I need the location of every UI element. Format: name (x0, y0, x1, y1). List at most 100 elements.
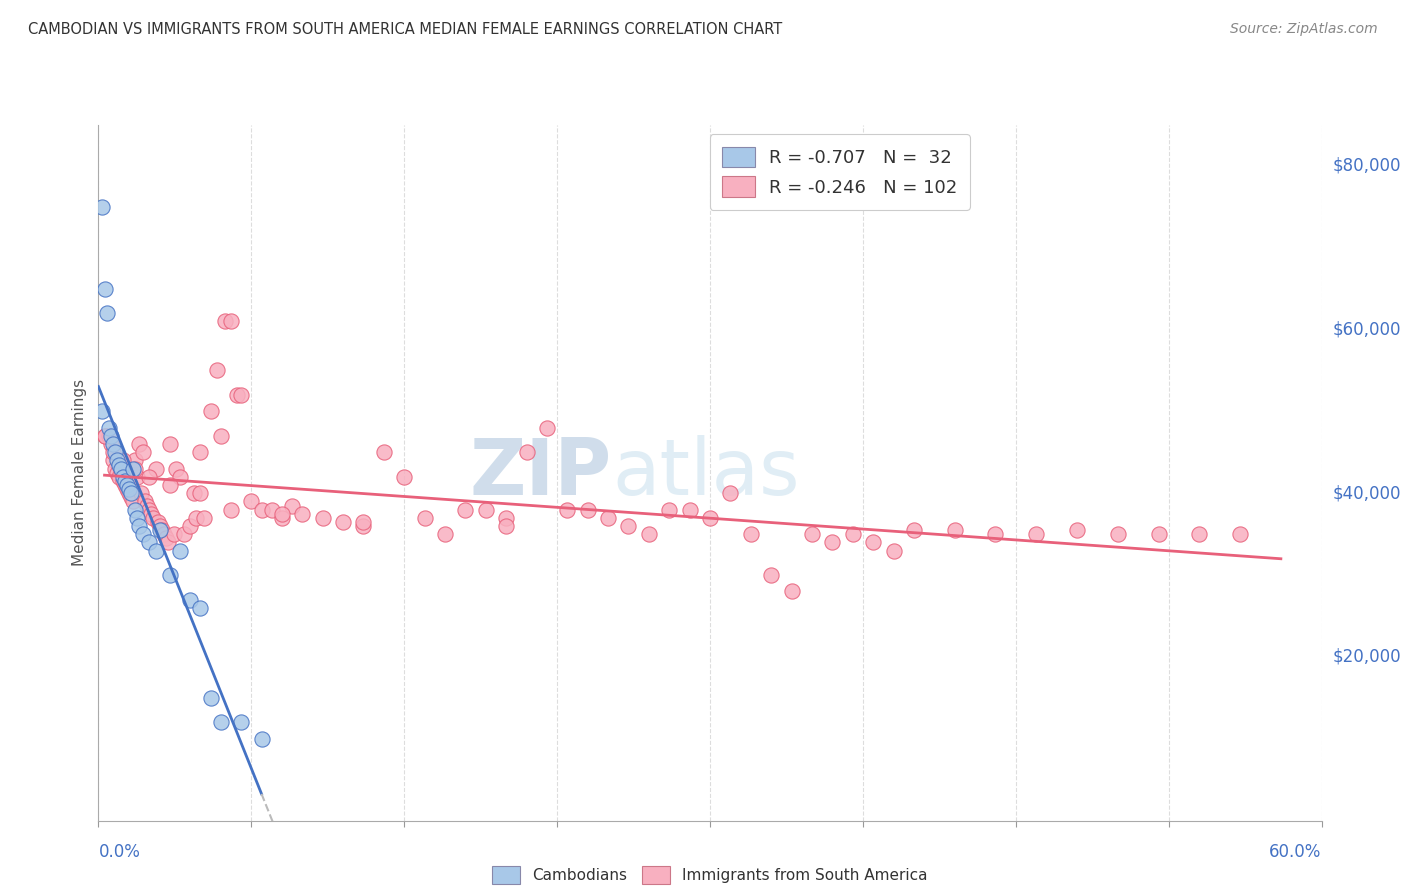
Point (250, 502, 273, 516)
Point (118, 482, 141, 496)
Point (841, 527, 863, 541)
Point (91, 404, 114, 418)
Point (291, 507, 314, 521)
Point (114, 478, 136, 492)
Point (188, 600, 212, 615)
Point (128, 519, 150, 533)
Text: atlas: atlas (612, 434, 800, 511)
Point (903, 523, 925, 537)
Point (231, 388, 253, 402)
Point (332, 515, 354, 529)
Point (97, 429, 120, 443)
Point (163, 527, 186, 541)
Point (260, 502, 283, 516)
Point (392, 470, 416, 484)
Point (821, 535, 844, 549)
Point (699, 510, 721, 524)
Point (943, 523, 966, 537)
Point (536, 421, 558, 435)
Point (883, 543, 905, 558)
Point (138, 470, 160, 484)
Point (122, 461, 145, 475)
Point (205, 363, 228, 377)
Point (111, 474, 134, 488)
Point (219, 314, 242, 328)
Legend: Cambodians, Immigrants from South America: Cambodians, Immigrants from South Americ… (484, 857, 936, 892)
Point (270, 507, 294, 521)
Point (984, 527, 1007, 541)
Point (120, 491, 142, 505)
Point (637, 527, 661, 541)
Point (122, 494, 145, 508)
Point (1229, 527, 1251, 541)
Point (101, 437, 124, 451)
Point (454, 502, 477, 516)
Point (114, 474, 136, 488)
Point (718, 486, 742, 500)
Point (93, 429, 115, 443)
Point (93, 282, 115, 296)
Point (200, 690, 222, 705)
Text: $80,000: $80,000 (1333, 157, 1402, 175)
Point (495, 519, 517, 533)
Point (100, 437, 122, 451)
Point (111, 453, 134, 467)
Point (862, 535, 884, 549)
Point (124, 453, 146, 467)
Point (188, 445, 212, 459)
Point (118, 486, 141, 500)
Point (104, 445, 127, 459)
Point (240, 494, 263, 508)
Point (136, 499, 159, 513)
Point (761, 568, 783, 582)
Point (186, 510, 208, 524)
Point (159, 568, 181, 582)
Text: $60,000: $60,000 (1333, 320, 1402, 339)
Y-axis label: Median Female Earnings: Median Female Earnings (72, 379, 87, 566)
Point (555, 502, 579, 516)
Point (352, 515, 374, 529)
Point (104, 461, 127, 475)
Point (101, 445, 124, 459)
Text: 0.0%: 0.0% (98, 843, 141, 861)
Point (173, 527, 195, 541)
Point (100, 429, 122, 443)
Point (156, 535, 179, 549)
Text: $40,000: $40,000 (1333, 484, 1402, 502)
Point (115, 482, 138, 496)
Point (200, 404, 222, 418)
Point (183, 486, 205, 500)
Point (801, 527, 824, 541)
Point (1066, 523, 1088, 537)
Point (138, 502, 160, 516)
Point (658, 502, 681, 516)
Point (93, 429, 115, 443)
Point (128, 437, 150, 451)
Point (1188, 527, 1211, 541)
Point (193, 510, 215, 524)
Point (413, 510, 436, 524)
Point (209, 715, 232, 730)
Point (108, 470, 131, 484)
Point (219, 502, 242, 516)
Point (434, 527, 457, 541)
Point (250, 731, 273, 746)
Point (132, 445, 155, 459)
Point (120, 486, 142, 500)
Point (150, 523, 173, 537)
Point (111, 470, 134, 484)
Point (165, 461, 187, 475)
Point (149, 519, 172, 533)
Point (231, 715, 253, 730)
Point (124, 502, 146, 516)
Point (179, 519, 201, 533)
Point (1025, 527, 1047, 541)
Point (270, 510, 294, 524)
Point (142, 510, 165, 524)
Point (124, 461, 146, 475)
Point (281, 499, 304, 513)
Point (129, 486, 152, 500)
Point (169, 470, 191, 484)
Point (145, 461, 167, 475)
Point (495, 510, 517, 524)
